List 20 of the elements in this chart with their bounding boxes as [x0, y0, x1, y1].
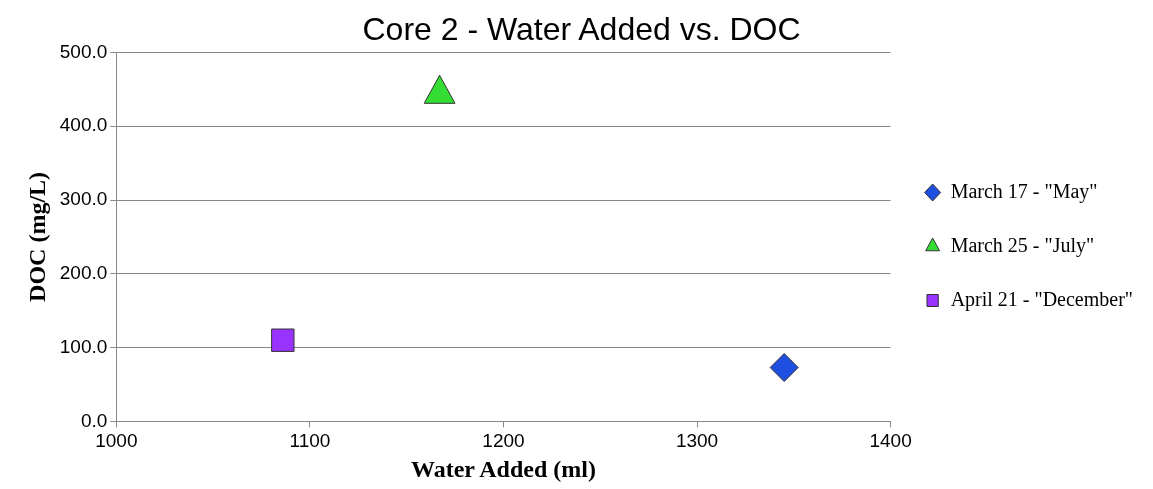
- x-tick-label: 1200: [482, 430, 525, 452]
- y-tick-label: 500.0: [59, 40, 108, 62]
- point: [271, 328, 295, 352]
- y-axis-title: DOC (mg/L): [23, 171, 50, 302]
- x-tick-label: 1100: [289, 430, 331, 452]
- y-tick-label: 100.0: [59, 335, 108, 357]
- y-tick-label: 300.0: [59, 188, 108, 210]
- y-tick-label: 200.0: [59, 262, 108, 284]
- x-tick-label: 1400: [869, 430, 912, 452]
- y-tick-label: 400.0: [59, 114, 108, 136]
- x-tick-label: 1300: [675, 430, 719, 452]
- x-axis-title: Water Added (ml): [411, 455, 596, 482]
- chart-title: Core 2 - Water Added vs. DOC: [362, 11, 801, 48]
- y-tick-label: 0.0: [80, 409, 108, 431]
- legend-label: April 21 - "December": [950, 287, 1133, 311]
- point: [423, 74, 456, 104]
- x-tick-label: 1000: [95, 430, 138, 452]
- point: [769, 353, 799, 383]
- legend-label: March 17 - "May": [950, 179, 1098, 203]
- legend-label: March 25 - "July": [950, 233, 1095, 257]
